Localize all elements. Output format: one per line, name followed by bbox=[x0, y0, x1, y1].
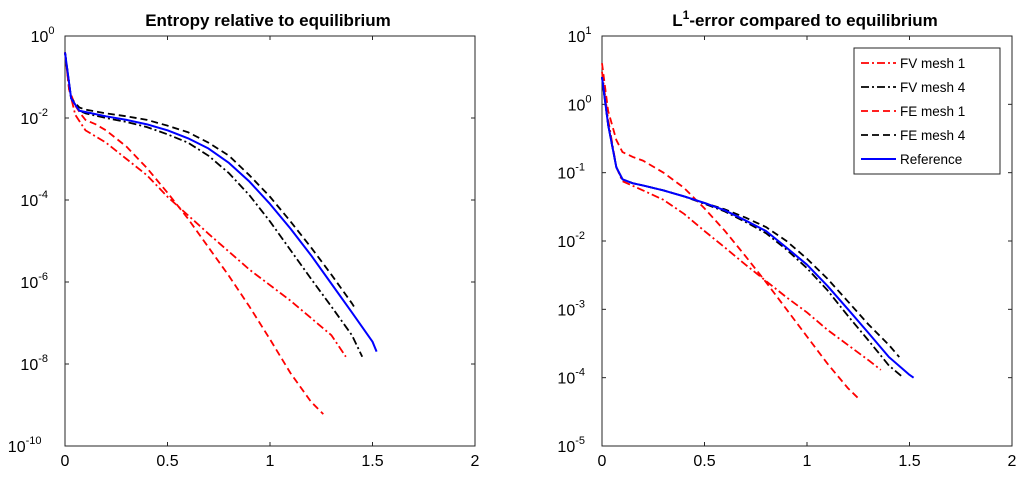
entropy-chart: Entropy relative to equilibrium 0 0.5 1 1.5… bbox=[8, 11, 480, 470]
entropy-chart-title: Entropy relative to equilibrium bbox=[145, 11, 391, 30]
y-tick-exponent: -4 bbox=[575, 367, 585, 379]
l1-error-chart-title: L1-error compared to equilibrium bbox=[672, 8, 938, 30]
series-line bbox=[64, 52, 378, 353]
y-tick-label: 10-8 bbox=[20, 353, 48, 374]
l1-title-rest: -error compared to equilibrium bbox=[689, 11, 937, 30]
x-tick-label: 1 bbox=[266, 453, 275, 470]
y-tick-exponent: 0 bbox=[585, 93, 591, 105]
y-tick-base: 10 bbox=[557, 234, 575, 251]
y-tick-label: 100 bbox=[568, 93, 592, 114]
y-tick-label: 10-3 bbox=[557, 298, 585, 319]
y-tick-base: 10 bbox=[557, 371, 575, 388]
y-tick-base: 10 bbox=[20, 357, 38, 374]
series-line bbox=[601, 71, 882, 371]
y-tick-exponent: -2 bbox=[575, 230, 585, 242]
x-tick-label: 0.5 bbox=[693, 453, 715, 470]
y-tick-base: 10 bbox=[568, 97, 586, 114]
legend: FV mesh 1 FV mesh 4 FE mesh 1 FE mesh 4 Refe… bbox=[853, 47, 1001, 175]
y-tick-label: 10-1 bbox=[557, 162, 585, 183]
x-tick-label: 1.5 bbox=[898, 453, 920, 470]
y-tick-label: 10-4 bbox=[20, 189, 48, 210]
x-tick-label: 0.5 bbox=[156, 453, 178, 470]
l1-title-superscript: 1 bbox=[683, 8, 690, 22]
y-tick-base: 10 bbox=[20, 275, 38, 292]
x-tick-label: 0 bbox=[61, 453, 70, 470]
y-tick-exponent: -4 bbox=[38, 189, 48, 201]
axes-box bbox=[64, 35, 476, 447]
y-tick-exponent: 1 bbox=[585, 25, 591, 37]
y-tick-exponent: -2 bbox=[38, 107, 48, 119]
y-tick-label: 10-2 bbox=[20, 107, 48, 128]
x-tick-label: 1 bbox=[803, 453, 812, 470]
y-tick-base: 10 bbox=[8, 439, 26, 456]
y-tick-base: 10 bbox=[557, 166, 575, 183]
y-tick-label: 100 bbox=[31, 25, 55, 46]
y-tick-exponent: -3 bbox=[575, 298, 585, 310]
y-tick-base: 10 bbox=[557, 302, 575, 319]
y-tick-label: 10-5 bbox=[557, 435, 585, 456]
x-tick-label: 1.5 bbox=[361, 453, 383, 470]
y-tick-exponent: -10 bbox=[26, 435, 42, 447]
y-tick-base: 10 bbox=[557, 439, 575, 456]
series-line bbox=[601, 77, 915, 379]
series-line bbox=[64, 52, 324, 415]
series-line bbox=[64, 52, 364, 358]
l1-error-chart: L1-error compared to equilibrium 0 0.5 1 1.… bbox=[557, 8, 1016, 470]
y-tick-label: 10-10 bbox=[8, 435, 42, 456]
y-tick-base: 10 bbox=[20, 193, 38, 210]
series-line bbox=[601, 63, 859, 399]
legend-label: FV mesh 4 bbox=[900, 80, 966, 95]
l1-title-base: L bbox=[672, 11, 682, 30]
y-tick-exponent: -6 bbox=[38, 271, 48, 283]
series-line bbox=[64, 52, 347, 358]
y-tick-exponent: 0 bbox=[48, 25, 54, 37]
legend-label: Reference bbox=[900, 152, 962, 167]
legend-label: FE mesh 1 bbox=[900, 104, 965, 119]
y-tick-label: 10-4 bbox=[557, 367, 585, 388]
y-tick-base: 10 bbox=[31, 29, 49, 46]
y-tick-label: 101 bbox=[568, 25, 592, 46]
x-tick-label: 2 bbox=[471, 453, 480, 470]
y-tick-exponent: -1 bbox=[575, 162, 585, 174]
series-line bbox=[64, 52, 355, 308]
x-tick-label: 2 bbox=[1008, 453, 1017, 470]
x-tick-label: 0 bbox=[598, 453, 607, 470]
y-tick-exponent: -5 bbox=[575, 435, 585, 447]
y-tick-label: 10-2 bbox=[557, 230, 585, 251]
y-tick-label: 10-6 bbox=[20, 271, 48, 292]
y-tick-base: 10 bbox=[568, 29, 586, 46]
y-tick-exponent: -8 bbox=[38, 353, 48, 365]
legend-label: FV mesh 1 bbox=[900, 56, 965, 71]
legend-label: FE mesh 4 bbox=[900, 128, 966, 143]
y-tick-base: 10 bbox=[20, 111, 38, 128]
